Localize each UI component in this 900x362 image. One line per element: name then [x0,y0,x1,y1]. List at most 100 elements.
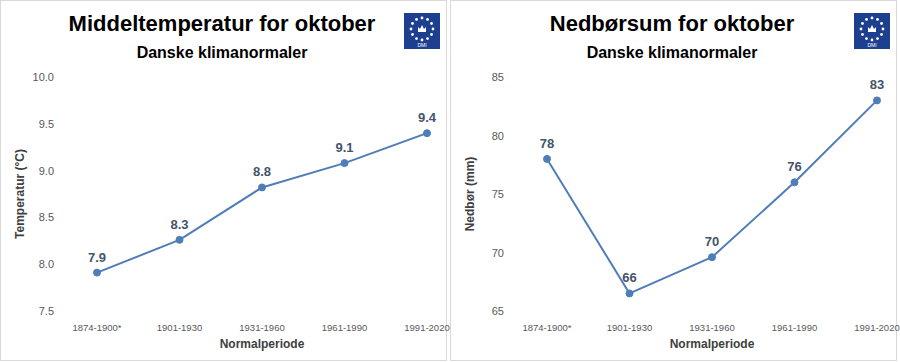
logo-star [880,22,883,25]
logo-star [871,17,874,20]
logo-star [871,39,874,42]
data-group [94,130,431,276]
data-label: 70 [705,234,719,249]
y-tick [508,311,511,312]
y-tick-label: 65 [492,305,504,317]
chart-root: Middeltemperatur for oktober Danske klima… [0,0,900,362]
chart-title: Middeltemperatur for oktober [69,11,376,36]
data-point [874,97,881,104]
data-point [94,269,101,276]
logo-star [882,28,885,31]
x-axis-title: Normalperiode [670,337,755,351]
panel-frame [451,1,897,361]
data-line [547,100,877,293]
logo-crown [418,25,426,32]
logo-star [880,33,883,36]
data-label: 9.4 [418,110,437,125]
data-label: 66 [622,270,636,285]
logo-text: DMI [417,42,426,48]
logo-star [876,37,879,40]
y-axis-title: Nedbør (mm) [463,157,477,232]
chart-subtitle: Danske klimanormaler [587,44,758,61]
y-tick-label: 10.0 [33,71,54,83]
logo-crown [868,25,876,32]
x-tick-label: 1874-1900* [72,322,121,333]
chart-subtitle: Danske klimanormaler [137,44,308,61]
y-tick-label: 9.5 [39,118,54,130]
x-tick-label: 1931-1960 [239,322,284,333]
data-group-inner [94,130,431,276]
y-tick-label: 75 [492,188,504,200]
logo-star [861,33,864,36]
x-tick-label: 1931-1960 [689,322,734,333]
data-point [791,179,798,186]
logo-star [861,22,864,25]
logo-star [860,28,863,31]
data-point [424,130,431,137]
logo-background [404,13,440,49]
data-label: 7.9 [88,250,106,265]
logo: DMI [404,13,440,49]
y-tick-label: 8.0 [39,258,54,270]
y-tick [508,194,511,195]
logo-star [411,22,414,25]
data-label: 8.3 [170,217,188,232]
logo-star [865,18,868,21]
x-tick-label: 1901-1930 [157,322,202,333]
data-point [544,155,551,162]
logo-star [426,18,429,21]
logo-star [430,33,433,36]
data-label: 83 [870,77,884,92]
data-label: 8.8 [253,164,271,179]
data-point [341,160,348,167]
chart-title: Nedbørsum for oktober [550,11,795,36]
data-label: 76 [787,159,801,174]
logo-star [430,22,433,25]
y-tick-label: 80 [492,130,504,142]
x-tick-label: 1961-1990 [772,322,817,333]
data-label: 9.1 [335,140,353,155]
logo-star [426,37,429,40]
data-label: 78 [540,136,554,151]
chart-svg: Middeltemperatur for oktober Danske klima… [0,0,900,362]
data-group [544,97,881,297]
data-group-inner [544,97,881,297]
y-tick-label: 9.0 [39,165,54,177]
panel-frame [1,1,447,361]
data-line [97,133,427,272]
data-point [259,184,266,191]
y-tick-label: 8.5 [39,211,54,223]
y-tick [58,170,61,171]
y-tick [58,264,61,265]
y-tick [508,135,511,136]
y-tick [58,217,61,218]
logo-star [865,37,868,40]
y-axis-title: Temperatur (°C) [13,149,27,239]
logo-star [410,28,413,31]
x-axis-title: Normalperiode [220,337,305,351]
y-tick-label: 7.5 [39,305,54,317]
x-tick-label: 1991-2020 [404,322,449,333]
logo-star [421,39,424,42]
y-tick [58,123,61,124]
logo-star [876,18,879,21]
x-tick-label: 1874-1900* [522,322,571,333]
logo-star [411,33,414,36]
logo-star [415,37,418,40]
y-tick [508,77,511,78]
chart-panel: Nedbørsum for oktober Danske klimanormale… [451,1,900,361]
y-tick [58,311,61,312]
x-tick-label: 1961-1990 [322,322,367,333]
y-tick-label: 70 [492,247,504,259]
data-point [176,236,183,243]
data-point [626,290,633,297]
logo-star [421,17,424,20]
logo-text: DMI [867,42,876,48]
y-tick-label: 85 [492,71,504,83]
logo-star [432,28,435,31]
logo-star [415,18,418,21]
data-point [709,254,716,261]
y-tick [508,252,511,253]
logo: DMI [854,13,890,49]
x-tick-label: 1901-1930 [607,322,652,333]
